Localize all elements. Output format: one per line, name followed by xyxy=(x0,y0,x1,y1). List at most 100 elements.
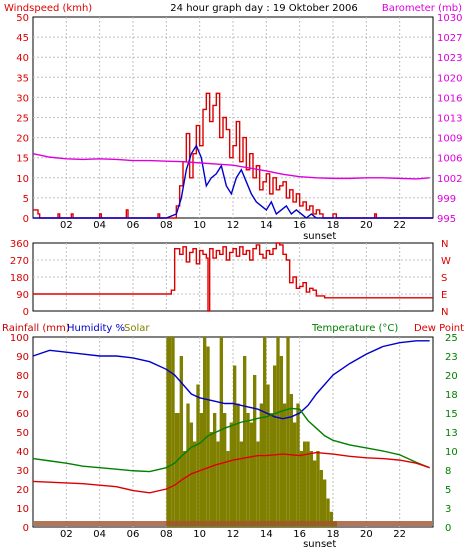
x-tick-label: 22 xyxy=(393,220,406,231)
x-tick-label: 14 xyxy=(260,529,273,540)
x-tick-label: 06 xyxy=(127,529,140,540)
dewpoint-line xyxy=(32,451,430,494)
y-tick-label-right: 1016 xyxy=(437,93,462,104)
solar-bar xyxy=(183,451,187,527)
y-tick-label-left: 50 xyxy=(16,13,29,24)
y-tick-label-right: 0 xyxy=(445,523,451,534)
solar-bar xyxy=(171,337,175,527)
solar-bar xyxy=(313,460,317,527)
solar-bar xyxy=(263,337,267,527)
y-tick-label-right: 8 xyxy=(445,466,451,477)
x-tick-label: 02 xyxy=(60,220,73,231)
solar-bar xyxy=(273,365,277,527)
y-tick-label-left: 45 xyxy=(16,33,29,44)
y-tick-label-right: 1002 xyxy=(437,174,462,185)
barometer-line xyxy=(32,152,430,180)
x-tick-label: 04 xyxy=(93,529,106,540)
y-tick-label-right: 3 xyxy=(445,504,451,515)
y-tick-label-left: 90 xyxy=(16,352,29,363)
solar-bar xyxy=(303,441,307,527)
y-tick-label-right: 1027 xyxy=(437,33,462,44)
solar-bar xyxy=(193,441,197,527)
solar-bar xyxy=(283,403,287,527)
y-tick-label-left: 270 xyxy=(10,256,29,267)
solar-bar xyxy=(186,403,190,527)
rainfall-legend: Rainfall (mm) xyxy=(2,323,70,334)
x-tick-label: 12 xyxy=(227,529,240,540)
y-tick-label-left: 35 xyxy=(16,73,29,84)
temperature-line xyxy=(32,407,430,473)
y-tick-label-left: 20 xyxy=(16,134,29,145)
y-tick-label-left: 20 xyxy=(16,485,29,496)
x-tick-label: 18 xyxy=(327,220,340,231)
x-tick-label: 10 xyxy=(193,220,206,231)
x-tick-label: 22 xyxy=(393,529,406,540)
chart-panels: 0510152025303540455099599910021006100910… xyxy=(10,13,463,550)
solar-bar xyxy=(323,479,327,527)
solar-bar xyxy=(309,451,313,527)
solar-bar xyxy=(249,422,253,527)
x-tick-label: 12 xyxy=(227,220,240,231)
humidity-legend: Humidity % xyxy=(67,323,125,334)
solar-bar xyxy=(299,451,303,527)
y-tick-label-right: 25 xyxy=(445,333,458,344)
y-tick-label-left: 15 xyxy=(16,154,29,165)
wind-average-line xyxy=(33,144,433,219)
y-tick-label-right: 1030 xyxy=(437,13,462,24)
wind-direction-line xyxy=(33,242,433,312)
solar-bar xyxy=(189,422,193,527)
y-tick-label-left: 0 xyxy=(23,307,29,318)
y-tick-label-left: 30 xyxy=(16,466,29,477)
direction-label: W xyxy=(441,256,451,267)
x-tick-label: 16 xyxy=(293,220,306,231)
y-tick-label-right: 1009 xyxy=(437,134,462,145)
x-tick-label: 02 xyxy=(60,529,73,540)
solar-bar xyxy=(319,470,323,527)
y-tick-label-left: 5 xyxy=(23,194,29,205)
direction-label: N xyxy=(441,307,448,318)
y-tick-label-right: 10 xyxy=(445,447,458,458)
solar-bar xyxy=(246,413,250,527)
y-tick-label-right: 1006 xyxy=(437,154,462,165)
solar-bar xyxy=(233,365,237,527)
direction-label: S xyxy=(441,273,447,284)
x-tick-label: 04 xyxy=(93,220,106,231)
solar-bar xyxy=(326,498,330,527)
y-tick-label-right: 15 xyxy=(445,409,458,420)
solar-bar xyxy=(289,394,293,527)
x-tick-label: 06 xyxy=(127,220,140,231)
y-tick-label-left: 10 xyxy=(16,504,29,515)
solar-bar xyxy=(216,441,220,527)
x-tick-label: 20 xyxy=(360,220,373,231)
temperature-legend: Temperature (°C) xyxy=(311,323,398,334)
sunset-label: sunset xyxy=(303,539,336,550)
solar-bar xyxy=(259,403,263,527)
direction-label: N xyxy=(441,239,448,250)
solar-bar xyxy=(219,337,223,527)
y-tick-label-left: 50 xyxy=(16,428,29,439)
sunset-label: sunset xyxy=(303,231,336,242)
direction-label: E xyxy=(441,290,447,301)
rainfall-bar xyxy=(34,521,432,526)
x-tick-label: 10 xyxy=(193,529,206,540)
solar-bar xyxy=(229,422,233,527)
solar-bar xyxy=(166,337,172,527)
solar-bar xyxy=(329,511,333,527)
y-tick-label-right: 1020 xyxy=(437,73,462,84)
solar-bar xyxy=(206,346,210,527)
solar-bar xyxy=(203,337,207,527)
y-tick-label-left: 360 xyxy=(10,239,29,250)
y-tick-label-right: 5 xyxy=(445,485,451,496)
y-tick-label-right: 999 xyxy=(437,194,456,205)
solar-bar xyxy=(174,413,180,527)
y-tick-label-left: 25 xyxy=(16,114,29,125)
solar-bar xyxy=(306,441,310,527)
solar-legend: Solar xyxy=(124,323,150,334)
y-tick-label-right: 995 xyxy=(437,214,456,225)
solar-bar xyxy=(279,356,283,527)
y-tick-label-right: 20 xyxy=(445,371,458,382)
y-tick-label-left: 80 xyxy=(16,371,29,382)
solar-bar xyxy=(179,356,183,527)
humidity-line xyxy=(32,340,430,420)
